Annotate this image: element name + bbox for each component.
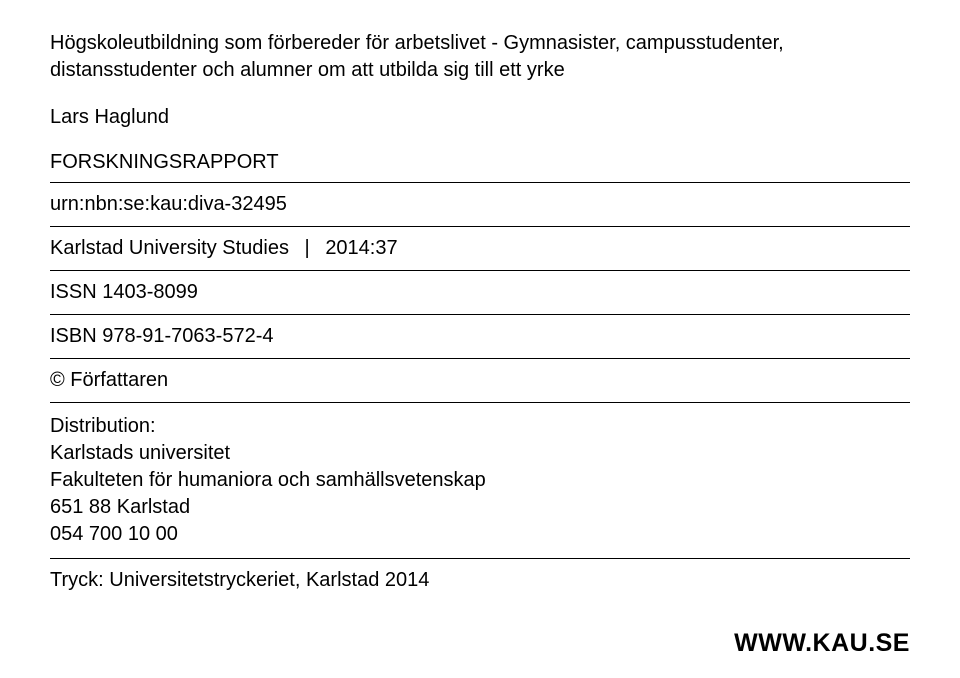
studies-separator: |	[305, 237, 310, 259]
isbn-line: ISBN 978-91-7063-572-4	[50, 325, 910, 348]
report-type: FORSKNINGSRAPPORT	[50, 151, 910, 174]
distribution-faculty: Fakulteten för humaniora och samhällsvet…	[50, 467, 910, 494]
footer-url: WWW.KAU.SE	[734, 629, 910, 658]
distribution-phone: 054 700 10 00	[50, 521, 910, 548]
distribution-label: Distribution:	[50, 413, 910, 440]
document-title: Högskoleutbildning som förbereder för ar…	[50, 30, 910, 84]
urn-line: urn:nbn:se:kau:diva-32495	[50, 193, 910, 216]
print-line: Tryck: Universitetstryckeriet, Karlstad …	[50, 569, 910, 592]
distribution-block: Distribution: Karlstads universitet Faku…	[50, 403, 910, 558]
issn-line: ISSN 1403-8099	[50, 281, 910, 304]
studies-line: Karlstad University Studies | 2014:37	[50, 237, 910, 260]
studies-number: 2014:37	[325, 237, 397, 259]
author-name: Lars Haglund	[50, 106, 910, 129]
distribution-university: Karlstads universitet	[50, 440, 910, 467]
copyright-line: © Författaren	[50, 369, 910, 392]
studies-label: Karlstad University Studies	[50, 237, 289, 259]
distribution-postcode: 651 88 Karlstad	[50, 494, 910, 521]
